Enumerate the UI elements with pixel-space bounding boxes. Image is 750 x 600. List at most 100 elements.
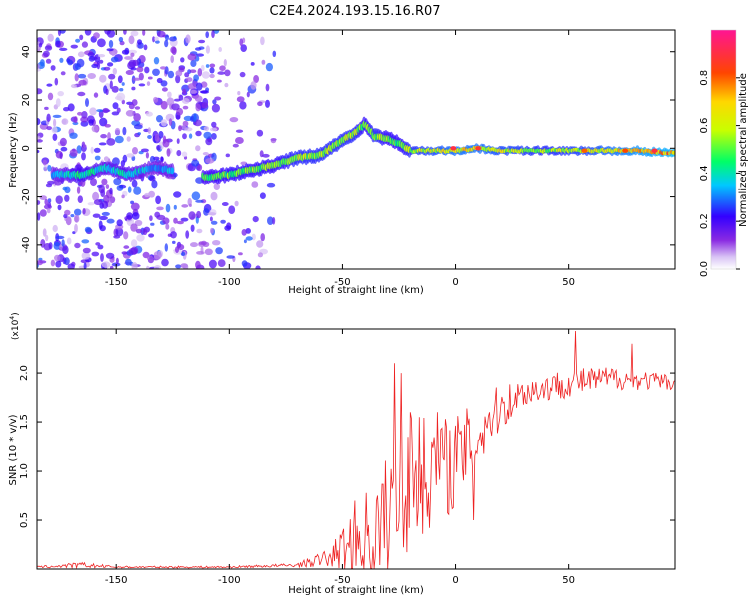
- noise-cell: [180, 217, 189, 222]
- noise-cell: [74, 208, 82, 216]
- snr-y-multiplier: (x104): [9, 312, 21, 340]
- x-tick-label: 50: [562, 575, 575, 586]
- noise-cell: [99, 225, 106, 232]
- noise-cell: [47, 180, 55, 185]
- noise-cell: [200, 90, 209, 94]
- noise-cell: [103, 156, 109, 162]
- noise-cell: [37, 139, 43, 143]
- noise-cell: [148, 233, 155, 238]
- noise-cell: [66, 237, 72, 245]
- noise-cell: [114, 95, 123, 101]
- noise-cell: [239, 38, 243, 46]
- noise-cell: [52, 114, 62, 118]
- noise-cell: [211, 30, 215, 38]
- noise-cell: [113, 235, 121, 239]
- y-tick-label: 20: [21, 94, 32, 107]
- noise-cell: [51, 126, 58, 134]
- noise-cell: [153, 251, 162, 260]
- noise-cell: [48, 242, 53, 250]
- snr-x-label: Height of straight line (km): [288, 585, 424, 596]
- noise-cell: [186, 77, 193, 82]
- y-tick-label: 1.5: [19, 414, 30, 430]
- noise-cell: [59, 152, 63, 160]
- noise-cell: [53, 241, 61, 250]
- noise-cell: [45, 234, 49, 242]
- noise-cell: [133, 113, 141, 122]
- noise-cell: [236, 96, 245, 103]
- snr-background: [37, 329, 675, 569]
- noise-cell: [154, 211, 161, 218]
- noise-cell: [170, 231, 177, 239]
- noise-cell: [257, 101, 263, 107]
- noise-cell: [200, 64, 205, 72]
- noise-cell: [104, 124, 111, 128]
- noise-cell: [150, 222, 155, 226]
- noise-cell: [37, 63, 40, 69]
- spectrogram-heatmap: [37, 30, 675, 269]
- noise-cell: [176, 150, 182, 157]
- noise-cell: [125, 110, 135, 117]
- noise-cell: [112, 102, 119, 110]
- noise-cell: [221, 202, 229, 206]
- noise-cell: [165, 113, 175, 122]
- noise-cell: [239, 101, 247, 110]
- noise-cell: [243, 239, 247, 244]
- noise-cell: [118, 36, 124, 43]
- noise-cell: [124, 56, 133, 60]
- noise-cell: [260, 233, 266, 242]
- noise-cell: [213, 183, 220, 190]
- noise-cell: [144, 66, 150, 74]
- noise-cell: [77, 195, 84, 203]
- hotspot: [622, 148, 629, 153]
- noise-cell: [196, 228, 203, 234]
- noise-cell: [245, 236, 253, 241]
- noise-cell: [107, 62, 114, 67]
- x-tick-label: -50: [334, 575, 350, 586]
- noise-cell: [133, 186, 142, 195]
- noise-cell: [81, 239, 90, 244]
- noise-cell: [83, 262, 87, 269]
- noise-cell: [190, 242, 198, 248]
- noise-cell: [64, 209, 71, 216]
- noise-cell: [91, 125, 99, 133]
- noise-cell: [121, 82, 125, 86]
- noise-cell: [148, 190, 156, 198]
- colorbar-ticks: 0.0 0.2 0.4 0.6 0.8: [699, 70, 740, 277]
- noise-cell: [153, 57, 160, 65]
- noise-cell: [181, 151, 188, 158]
- noise-cell: [100, 134, 107, 139]
- noise-cell: [219, 65, 226, 71]
- noise-cell: [182, 88, 187, 95]
- noise-cell: [210, 220, 218, 225]
- noise-cell: [205, 45, 210, 54]
- noise-cell: [119, 88, 124, 92]
- noise-cell: [130, 52, 135, 57]
- noise-cell: [164, 243, 168, 252]
- noise-cell: [111, 85, 119, 93]
- noise-cell: [76, 145, 82, 154]
- noise-cell: [131, 86, 136, 91]
- noise-cell: [77, 51, 85, 58]
- noise-cell: [165, 223, 170, 230]
- noise-cell: [240, 44, 247, 52]
- noise-cell: [220, 219, 226, 224]
- noise-cell: [46, 126, 52, 131]
- y-tick-label: 0.5: [19, 512, 30, 528]
- noise-cell: [44, 106, 49, 110]
- noise-cell: [105, 252, 115, 259]
- noise-cell: [74, 73, 79, 82]
- noise-cell: [80, 120, 89, 127]
- noise-cell: [185, 34, 191, 44]
- noise-cell: [272, 50, 277, 57]
- noise-cell: [72, 231, 76, 235]
- noise-cell: [73, 116, 78, 124]
- noise-cell: [123, 245, 130, 249]
- noise-cell: [135, 228, 143, 234]
- noise-cell: [212, 99, 217, 105]
- noise-cell: [93, 32, 100, 39]
- noise-cell: [106, 218, 115, 224]
- noise-cell: [178, 125, 182, 132]
- noise-cell: [205, 137, 213, 146]
- spectrogram-y-ticks: -40 -20 0 20 40: [21, 45, 675, 253]
- noise-cell: [82, 208, 86, 215]
